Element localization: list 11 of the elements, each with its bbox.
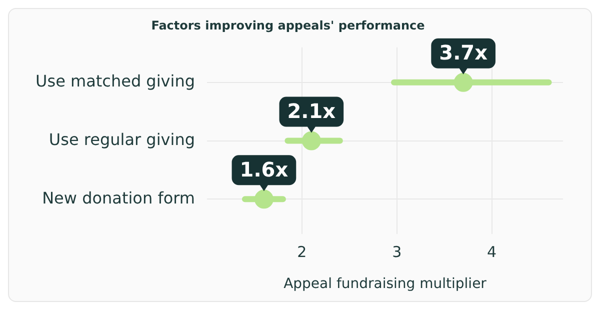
y-tick-label: New donation form <box>42 188 195 208</box>
x-tick-label: 4 <box>487 243 497 262</box>
data-label: 1.6x <box>240 157 288 182</box>
x-axis-title: Appeal fundraising multiplier <box>284 276 487 292</box>
y-tick-label: Use regular giving <box>48 130 195 149</box>
y-tick-label: Use matched giving <box>36 72 195 91</box>
chart-title: Factors improving appeals' performance <box>151 18 425 32</box>
data-label: 2.1x <box>287 99 336 124</box>
data-label: 3.7x <box>439 40 488 65</box>
x-tick-label: 2 <box>297 243 307 262</box>
x-tick-label: 3 <box>392 243 402 262</box>
